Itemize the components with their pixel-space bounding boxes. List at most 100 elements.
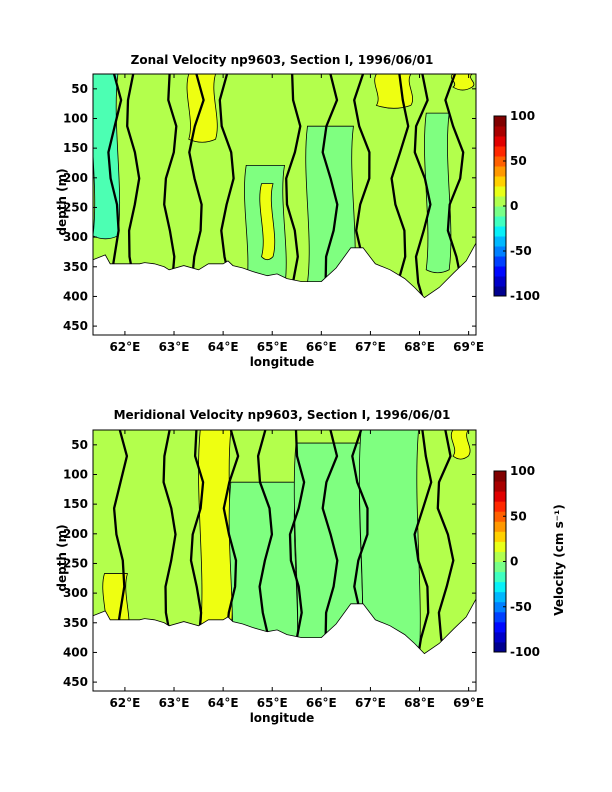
meridional-colorbar-swatch (494, 521, 506, 532)
meridional-x-tick-label: 65°E (257, 696, 288, 710)
meridional-colorbar-swatch (494, 541, 506, 552)
zonal-axes-frame (92, 73, 477, 336)
meridional-y-tick-label: 350 (63, 616, 88, 630)
meridional-x-tick-label: 63°E (159, 696, 190, 710)
zonal-colorbar-swatch (494, 286, 506, 297)
zonal-colorbar-swatch (494, 216, 506, 227)
zonal-colorbar-swatch (494, 126, 506, 137)
zonal-colorbar-swatch (494, 156, 506, 167)
meridional-colorbar-swatch (494, 531, 506, 542)
meridional-velocity-region (198, 430, 234, 637)
meridional-colorbar-swatch (494, 641, 506, 653)
zonal-x-axis-label: longitude (250, 355, 315, 369)
zonal-velocity-field (93, 74, 476, 298)
zonal-y-tick-label: 450 (63, 319, 88, 333)
meridional-y-tick-label: 150 (63, 497, 88, 511)
zonal-y-tick-label: 300 (63, 230, 88, 244)
meridional-y-axis-label: depth (m) (55, 524, 69, 591)
meridional-colorbar-tick-label: 50 (510, 509, 527, 523)
zonal-colorbar-swatch (494, 236, 506, 247)
zonal-colorbar-tick-label: -50 (510, 244, 532, 258)
zonal-x-tick-label: 67°E (355, 340, 386, 354)
meridional-colorbar-swatch (494, 501, 506, 512)
zonal-colorbar-swatch (494, 206, 506, 217)
meridional-colorbar-swatch (494, 601, 506, 613)
meridional-seafloor-outline (92, 598, 477, 655)
meridional-chart-title: Meridional Velocity np9603, Section I, 1… (114, 408, 451, 422)
zonal-y-tick-label: 400 (63, 289, 88, 303)
meridional-colorbar-swatch (494, 561, 506, 573)
meridional-y-tick-label: 300 (63, 586, 88, 600)
zonal-y-tick-label: 250 (63, 200, 88, 214)
meridional-colorbar-tick-label: -50 (510, 600, 532, 614)
zonal-colorbar-swatch (494, 136, 506, 147)
meridional-colorbar-swatch (494, 581, 506, 593)
zonal-colorbar-tick-label: 100 (510, 109, 535, 123)
meridional-x-tick-label: 64°E (208, 696, 239, 710)
zonal-velocity-region (186, 74, 218, 143)
zonal-colorbar-swatch (494, 116, 506, 127)
zonal-colorbar-tick-label: -100 (510, 289, 540, 303)
meridional-colorbar-swatch (494, 481, 506, 492)
zonal-y-tick-label: 50 (71, 82, 88, 96)
zonal-colorbar-swatch (494, 166, 506, 177)
meridional-x-tick-label: 69°E (453, 696, 484, 710)
meridional-y-tick-label: 400 (63, 645, 88, 659)
zonal-colorbar-swatch (494, 186, 506, 197)
zonal-colorbar-swatch (494, 226, 506, 237)
meridional-colorbar-swatch (494, 591, 506, 603)
zonal-zero-contour (413, 74, 432, 298)
meridional-y-tick-label: 250 (63, 556, 88, 570)
zonal-y-tick-label: 100 (63, 111, 88, 125)
meridional-zero-contour (413, 430, 433, 654)
zonal-x-tick-label: 63°E (159, 340, 190, 354)
zonal-x-tick-label: 62°E (109, 340, 140, 354)
zonal-y-tick-label: 200 (63, 171, 88, 185)
zonal-colorbar-swatch (494, 146, 506, 157)
zonal-x-tick-label: 64°E (208, 340, 239, 354)
meridional-colorbar-tick-label: 0 (510, 555, 518, 569)
zonal-x-tick-label: 69°E (453, 340, 484, 354)
meridional-colorbar-label: Velocity (cm s⁻¹) (552, 504, 566, 616)
zonal-colorbar-swatch (494, 276, 506, 287)
zonal-y-axis-label: depth (m) (55, 168, 69, 235)
meridional-x-tick-label: 66°E (306, 696, 337, 710)
zonal-y-tick-label: 150 (63, 141, 88, 155)
meridional-x-tick-label: 62°E (109, 696, 140, 710)
meridional-colorbar-swatch (494, 571, 506, 583)
meridional-colorbar-swatch (494, 621, 506, 633)
meridional-y-tick-label: 450 (63, 675, 88, 689)
meridional-colorbar-swatch (494, 511, 506, 522)
zonal-velocity-panel: Zonal Velocity np9603, Section I, 1996/0… (55, 53, 540, 369)
meridional-y-tick-label: 50 (71, 438, 88, 452)
meridional-velocity-region (450, 430, 471, 460)
zonal-velocity-region (259, 183, 276, 261)
zonal-colorbar-tick-label: 0 (510, 199, 518, 213)
meridional-x-axis-label: longitude (250, 711, 315, 725)
meridional-colorbar-swatch (494, 611, 506, 623)
zonal-colorbar-tick-label: 50 (510, 154, 527, 168)
zonal-y-tick-label: 350 (63, 260, 88, 274)
meridional-x-tick-label: 68°E (404, 696, 435, 710)
meridional-x-tick-label: 67°E (355, 696, 386, 710)
zonal-x-tick-label: 66°E (306, 340, 337, 354)
meridional-velocity-region (358, 430, 421, 654)
zonal-x-tick-label: 65°E (257, 340, 288, 354)
meridional-colorbar-swatch (494, 631, 506, 643)
meridional-axes-frame (92, 429, 477, 692)
zonal-velocity-region (93, 74, 121, 240)
zonal-colorbar-swatch (494, 256, 506, 267)
meridional-colorbar-tick-label: -100 (510, 645, 540, 659)
zonal-chart-title: Zonal Velocity np9603, Section I, 1996/0… (131, 53, 434, 67)
meridional-colorbar-swatch (494, 471, 506, 482)
zonal-colorbar-swatch (494, 246, 506, 257)
meridional-colorbar-tick-label: 100 (510, 464, 535, 478)
zonal-seafloor-outline (92, 242, 477, 299)
zonal-x-tick-label: 68°E (404, 340, 435, 354)
meridional-colorbar-swatch (494, 491, 506, 502)
meridional-colorbar-swatch (494, 551, 506, 562)
meridional-y-tick-label: 200 (63, 527, 88, 541)
zonal-velocity-region (374, 74, 413, 109)
zonal-colorbar-swatch (494, 266, 506, 277)
